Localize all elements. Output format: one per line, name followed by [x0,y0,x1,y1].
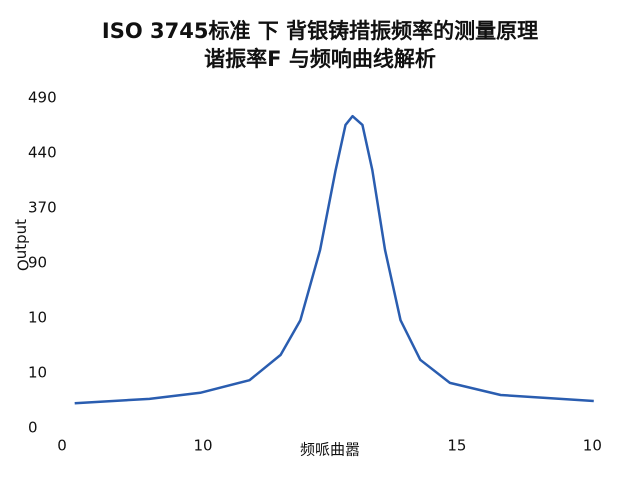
y-axis-label: ʇndʇnO [14,219,32,271]
chart-subtitle: 谐振率F 与频响曲线解析 [204,47,436,71]
y-tick-label: 490 [28,89,57,107]
y-tick-label: 90 [28,254,47,272]
y-tick-label: 10 [28,364,47,382]
y-tick-label: 0 [28,419,38,437]
chart-title: ISO 3745标准 下 背银铸措振频率的测量原理 [102,19,538,43]
x-axis-label: 频哌曲嚣 [300,441,360,459]
y-tick-label: 370 [28,199,57,217]
x-tick-label: 10 [583,437,602,455]
y-tick-label: 440 [28,144,57,162]
x-tick-label: 15 [447,437,466,455]
x-tick-label: 10 [194,437,213,455]
line-series [74,114,594,405]
y-tick-label: 10 [28,309,47,327]
x-tick-label: 0 [57,437,67,455]
